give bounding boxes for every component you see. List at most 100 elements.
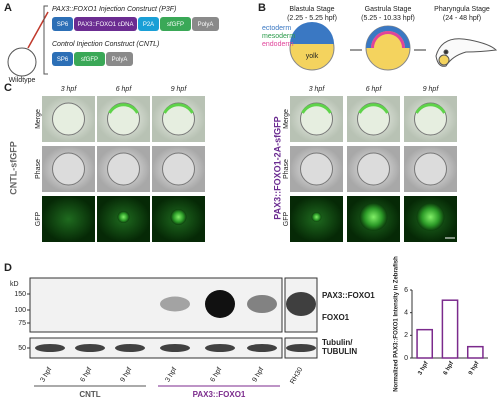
pharyngula (435, 38, 498, 67)
stage-name: Gastrula Stage (365, 6, 412, 13)
embryo-image (52, 102, 85, 136)
layer-label: mesoderm (262, 33, 295, 40)
embryo-image (162, 102, 195, 136)
y-tick-label: 2 (404, 332, 408, 339)
marker-label: 75 (18, 320, 26, 327)
group-label: CNTL-sfGFP (8, 141, 18, 195)
bracket (43, 5, 48, 75)
panel-label: A (4, 2, 12, 14)
needle (27, 11, 49, 49)
lane-label: 9 hpf (119, 366, 133, 383)
image-tile (42, 196, 95, 242)
group-label: PAX3::FOXO1-2A-sfGFP (272, 116, 282, 219)
construct-part (74, 52, 105, 66)
layer-label: endoderm (262, 41, 294, 48)
embryo-image (300, 102, 333, 136)
gastrula (365, 25, 411, 71)
row-label: Phase (283, 159, 290, 179)
lane-label: 6 hpf (79, 366, 93, 383)
time-label: 6 hpf (366, 86, 383, 93)
group-label: CNTL (79, 390, 100, 399)
construct-part (106, 52, 133, 66)
construct-part (74, 17, 137, 31)
lane-label: 6 hpf (209, 366, 223, 383)
embryo-image (300, 152, 333, 186)
band (247, 344, 277, 352)
marker-label: 50 (18, 345, 26, 352)
row-label: GFP (35, 211, 42, 226)
band (286, 344, 316, 352)
y-tick-label: 0 (404, 355, 408, 362)
y-tick-label: 6 (404, 287, 408, 294)
lane-label: 3 hpf (39, 366, 53, 383)
gfp-signal (359, 203, 388, 231)
embryo-image (357, 102, 390, 136)
panel-label: C (4, 82, 12, 94)
time-label: 9 hpf (171, 86, 188, 93)
band-label: PAX3::FOXO1 (322, 291, 375, 300)
merge-signal (108, 103, 139, 114)
blot-bottom (29, 337, 283, 359)
embryo-image (414, 102, 447, 136)
gfp-signal (311, 212, 322, 222)
time-label: 3 hpf (61, 86, 78, 93)
blastula (289, 22, 335, 71)
wildtype-label: Wildtype (9, 77, 36, 84)
bar (466, 345, 484, 359)
y-tick-label: 4 (404, 310, 408, 317)
embryo-image (107, 152, 140, 186)
construct-part-label: sfGFP (167, 22, 184, 28)
band-label: TUBULIN (322, 347, 357, 356)
construct-title: Control Injection Construct (CNTL) (52, 41, 159, 48)
construct-part-label: PAX3::FOXO1 cDNA (78, 22, 134, 28)
construct-part-label: sfGFP (81, 57, 98, 63)
row-label: Merge (35, 109, 42, 129)
band-label: FOXO1 (322, 313, 350, 322)
x-tick-label: 3 hpf (417, 360, 430, 376)
embryo-image (162, 152, 195, 186)
merge-signal (163, 103, 194, 114)
time-label: 3 hpf (309, 86, 326, 93)
x-tick-label: 6 hpf (443, 360, 456, 376)
row-label: GFP (283, 211, 290, 226)
stage-range: (24 - 48 hpf) (443, 15, 481, 22)
merge-signal (358, 103, 389, 114)
gfp-signal (117, 211, 130, 223)
lane-label: 3 hpf (164, 366, 178, 383)
construct-part-label: PolyA (112, 57, 128, 63)
merge-signal (415, 103, 446, 114)
construct-part (52, 17, 73, 31)
stage-range: (5.25 - 10.33 hpf) (361, 15, 415, 22)
marker-label: 150 (14, 291, 26, 298)
layer-label: ectoderm (262, 25, 291, 32)
lane-label: 9 hpf (251, 366, 265, 383)
band (286, 292, 316, 316)
embryo-image (52, 152, 85, 186)
band (115, 344, 145, 352)
construct-part-label: PolyA (198, 22, 214, 28)
stage-name: Pharyngula Stage (434, 6, 490, 13)
band (205, 290, 235, 318)
stage-range: (2.25 - 5.25 hpf) (287, 15, 337, 22)
band-label: Tubulin/ (322, 338, 353, 347)
construct-part (52, 52, 73, 66)
construct-part (160, 17, 191, 31)
scale-label: 1 mm (443, 244, 458, 250)
stage-name: Blastula Stage (289, 6, 334, 13)
construct-part-label: SP6 (57, 22, 69, 28)
time-label: 6 hpf (116, 86, 133, 93)
blot-top (29, 277, 283, 333)
panel-label: B (258, 2, 266, 14)
band (160, 344, 190, 352)
bar (441, 299, 459, 359)
time-label: 9 hpf (423, 86, 440, 93)
marker-label: 100 (14, 307, 26, 314)
embryo-image (357, 152, 390, 186)
band (75, 344, 105, 352)
gfp-signal (170, 209, 187, 225)
row-label: Phase (35, 159, 42, 179)
group-label: PAX3::FOXO1 (193, 390, 246, 399)
band (35, 344, 65, 352)
lane-label: RH30 (289, 366, 304, 385)
